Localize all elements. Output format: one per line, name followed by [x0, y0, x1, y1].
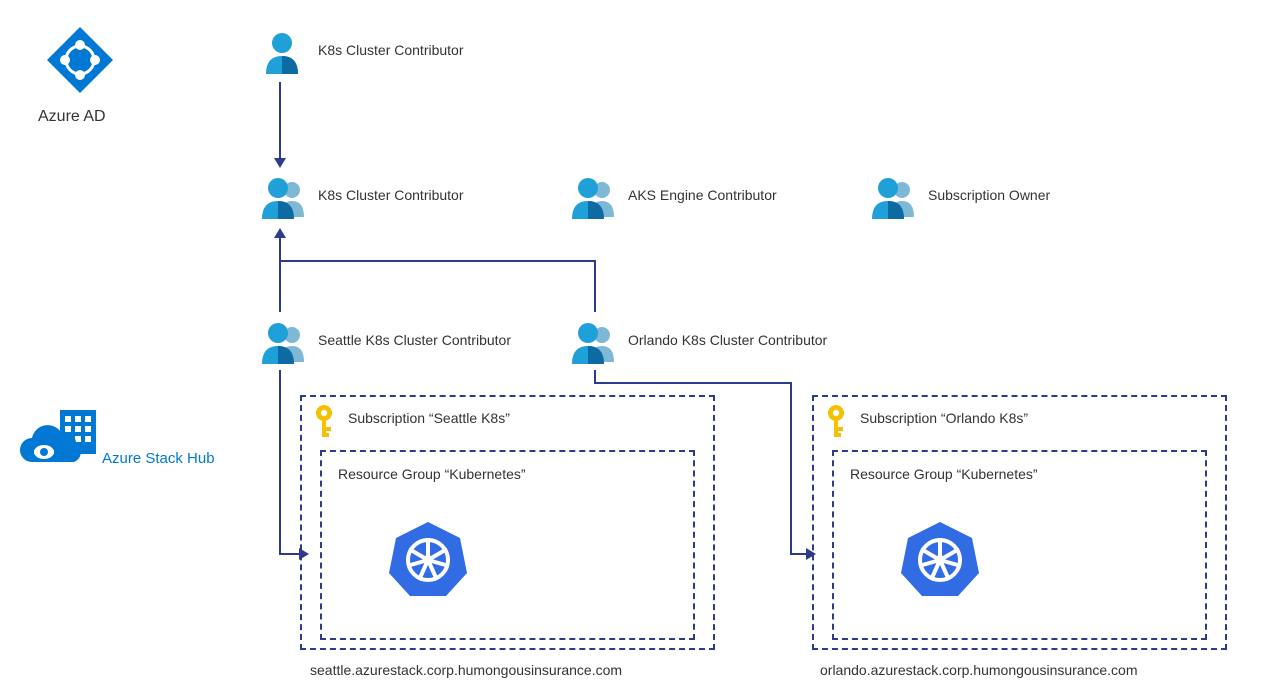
user-label: Subscription Owner: [928, 187, 1050, 203]
user-group-icon: [258, 175, 308, 226]
resource-group-title: Resource Group “Kubernetes”: [338, 466, 526, 482]
user-label-top: K8s Cluster Contributor: [318, 42, 464, 58]
resource-group-title: Resource Group “Kubernetes”: [850, 466, 1038, 482]
connector-line: [279, 370, 281, 555]
user-group-icon: [868, 175, 918, 226]
connector-line: [279, 553, 301, 555]
domain-label: seattle.azurestack.corp.humongousinsuran…: [310, 662, 622, 678]
subscription-title: Subscription “Orlando K8s”: [860, 410, 1028, 426]
connector-line: [279, 82, 281, 160]
subscription-title: Subscription “Seattle K8s”: [348, 410, 510, 426]
connector-line: [279, 238, 281, 262]
arrow-head: [274, 158, 286, 168]
key-icon: [824, 403, 848, 442]
arrow-head: [274, 228, 286, 238]
azure-stack-hub-label: Azure Stack Hub: [102, 450, 215, 467]
azure-ad-label: Azure AD: [38, 108, 106, 126]
user-label: AKS Engine Contributor: [628, 187, 777, 203]
user-icon: [260, 30, 304, 81]
connector-line: [790, 382, 792, 555]
azure-ad-icon: [45, 25, 115, 98]
kubernetes-icon: [388, 518, 468, 603]
connector-line: [594, 260, 596, 312]
kubernetes-icon: [900, 518, 980, 603]
user-group-icon: [568, 175, 618, 226]
user-group-icon: [258, 320, 308, 371]
key-icon: [312, 403, 336, 442]
connector-line: [279, 260, 281, 312]
user-group-icon: [568, 320, 618, 371]
domain-label: orlando.azurestack.corp.humongousinsuran…: [820, 662, 1138, 678]
connector-line: [594, 382, 790, 384]
user-label: K8s Cluster Contributor: [318, 187, 464, 203]
user-label: Seattle K8s Cluster Contributor: [318, 332, 511, 348]
azure-stack-hub-icon: [20, 408, 100, 471]
connector-line: [279, 260, 596, 262]
user-label: Orlando K8s Cluster Contributor: [628, 332, 827, 348]
